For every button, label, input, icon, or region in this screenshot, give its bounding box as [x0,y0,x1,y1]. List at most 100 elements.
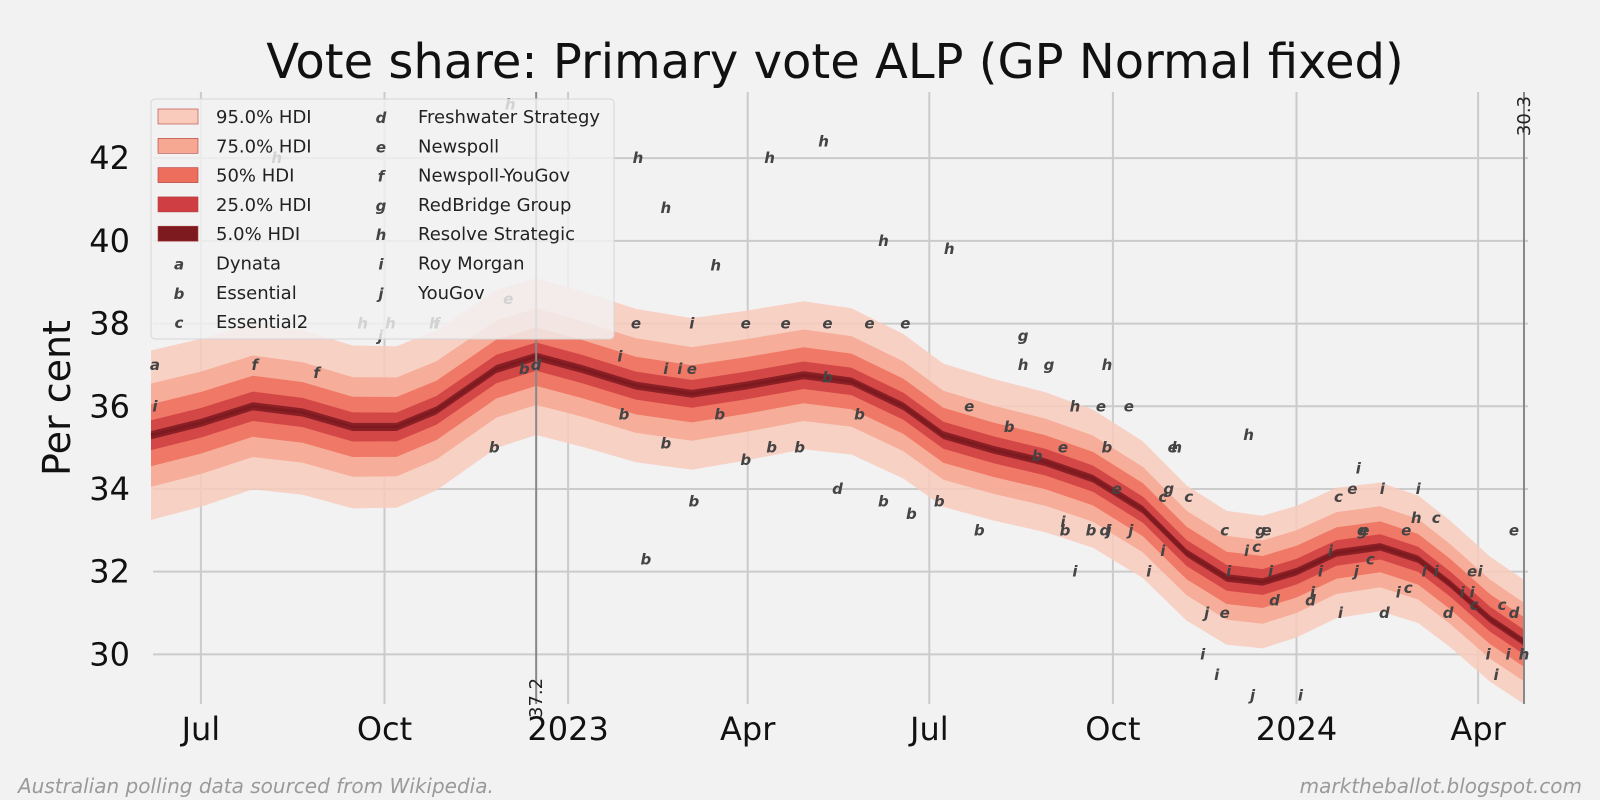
poll-point: b [740,451,751,469]
poll-point: h [1070,397,1081,415]
legend-swatch [157,225,199,242]
annotation-label: 37.2 [526,678,547,718]
poll-point: i [1478,563,1484,581]
poll-point: i [1060,513,1066,531]
poll-point: d [832,480,843,498]
poll-point: g [1018,327,1029,345]
poll-point: g [1044,356,1055,374]
legend-marker: b [174,285,185,303]
poll-point: b [714,406,725,424]
y-tick-label: 32 [89,553,130,591]
legend-label: Essential2 [216,312,308,333]
poll-point: i [1470,583,1476,601]
poll-point: i [1146,563,1152,581]
annotation-label: 30.3 [1514,96,1535,136]
poll-point: g [1255,521,1266,539]
poll-point: e [1347,480,1357,498]
poll-point: b [974,521,985,539]
poll-point: b [641,550,652,568]
y-tick-label: 42 [89,139,130,177]
poll-point: e [822,315,832,333]
poll-point: i [1298,687,1304,705]
poll-point: c [1366,550,1375,568]
poll-point: e [687,360,697,378]
poll-point: e [1058,439,1068,457]
legend-marker: j [376,285,384,303]
poll-point: b [688,492,699,510]
poll-point: c [1220,521,1229,539]
poll-point: b [519,360,530,378]
legend-marker: e [376,138,386,156]
poll-point: b [766,439,777,457]
y-tick-label: 40 [89,222,130,260]
legend-label: 5.0% HDI [216,224,300,245]
poll-point: e [1359,521,1369,539]
poll-point: b [1102,439,1113,457]
poll-point: i [1422,563,1428,581]
poll-point: g [1357,521,1368,539]
y-axis-label: Per cent [35,320,79,476]
footer-site: marktheballot.blogspot.com [1299,774,1582,798]
poll-point: h [710,257,721,275]
poll-point: d [1443,604,1454,622]
x-tick-label: Oct [357,710,412,748]
poll-point: e [900,315,910,333]
poll-point: d [1305,592,1316,610]
poll-point: b [906,505,917,523]
legend-marker: d [376,109,387,127]
x-tick-label: Jul [908,710,949,748]
poll-point: d [531,356,542,374]
poll-point: i [1072,563,1078,581]
poll-point: h [633,149,644,167]
legend-label: Freshwater Strategy [418,107,600,128]
legend-marker: h [376,226,387,244]
poll-point: i [1338,604,1344,622]
poll-point: i [152,397,158,415]
poll-point: h [1243,426,1254,444]
poll-point: b [934,492,945,510]
poll-point: c [1470,596,1479,614]
y-tick-label: 36 [89,387,130,425]
poll-point: i [1200,645,1206,663]
poll-point: d [1269,592,1280,610]
poll-point: h [1102,356,1113,374]
poll-point: i [1505,645,1511,663]
x-tick-label: Apr [720,710,776,748]
x-tick-label: 2023 [527,710,608,748]
poll-point: h [1018,356,1029,374]
legend-marker: c [175,314,184,332]
legend-label: Newspoll [418,136,499,157]
poll-point: i [689,315,695,333]
poll-point: c [1158,488,1167,506]
y-tick-label: 34 [89,470,130,508]
poll-point: d [1379,604,1390,622]
footer-source-note: Australian polling data sourced from Wik… [18,774,494,798]
hdi-bands [151,278,1524,704]
legend-label: 50% HDI [216,166,294,187]
poll-point: e [864,315,874,333]
poll-point: e [1168,439,1178,457]
hdi-band [151,327,1524,667]
poll-point: a [150,356,160,374]
legend-swatch [157,167,199,183]
chart-title: Vote share: Primary vote ALP (GP Normal … [266,34,1403,90]
poll-point: h [1411,509,1422,527]
poll-point: c [1498,596,1507,614]
poll-point: i [1318,563,1324,581]
poll-point: i [1244,542,1250,560]
poll-point: b [1004,418,1015,436]
legend-label: Resolve Strategic [418,224,575,245]
poll-point: f [252,356,261,374]
poll-point: e [1261,521,1271,539]
poll-point: h [944,240,955,258]
poll-point: c [1404,579,1413,597]
legend-box [150,98,615,340]
poll-point: h [878,232,889,250]
poll-point: e [1112,480,1122,498]
legend-swatch [157,108,199,125]
poll-point: i [1486,645,1492,663]
y-tick-label: 30 [89,635,130,673]
poll-point: i [1268,563,1274,581]
poll-point: h [764,149,775,167]
